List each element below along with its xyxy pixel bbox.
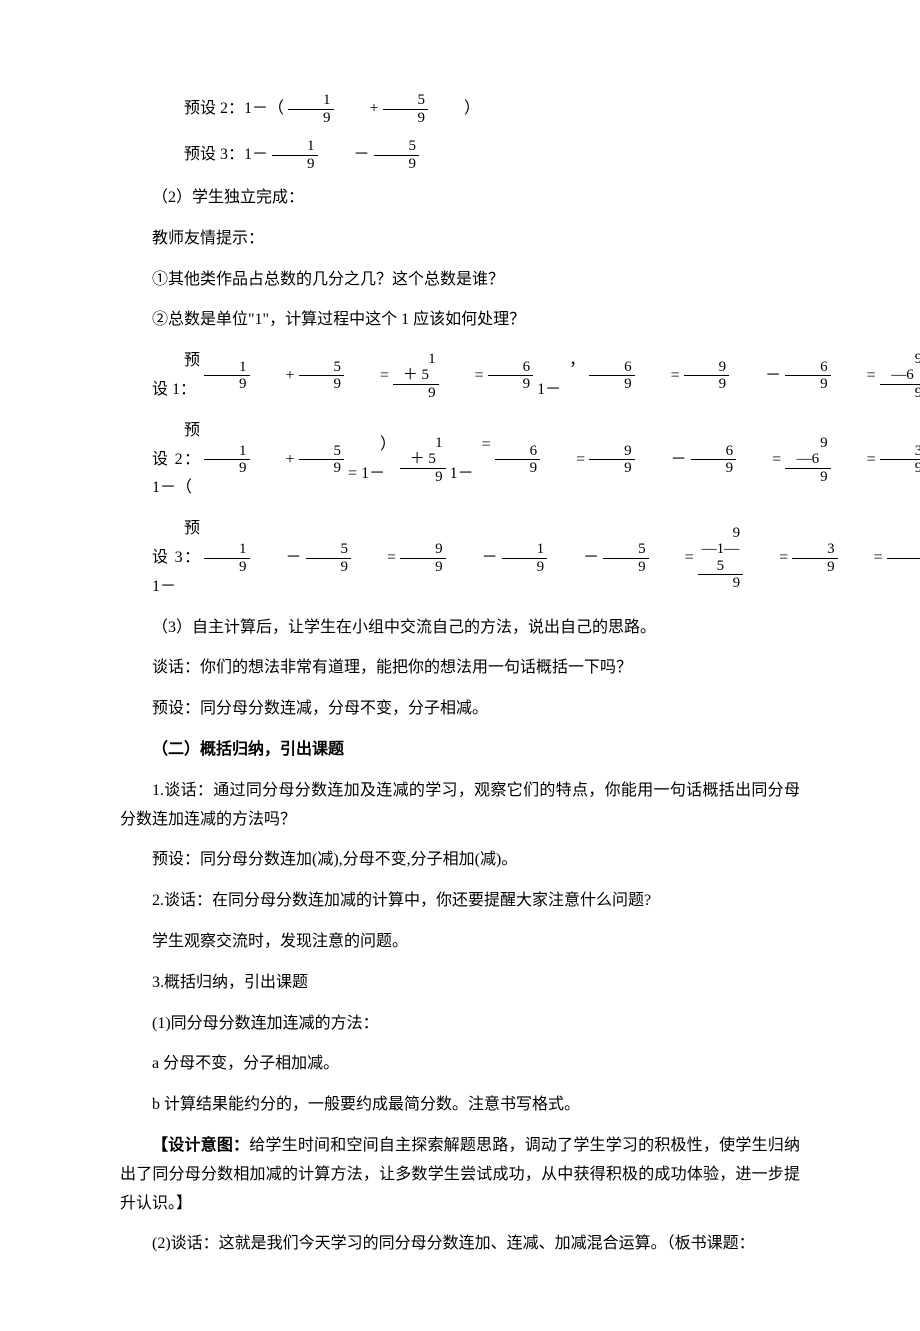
fraction: 19 [204,541,250,575]
fraction: 99 [589,443,635,477]
fraction: 69 [495,443,541,477]
paragraph: 预设：同分母分数连减，分母不变，分子相减。 [120,695,800,724]
fraction: 69 [785,359,831,393]
paragraph: （3）自主计算后，让学生在小组中交流自己的方法，说出自己的思路。 [120,614,800,643]
preset-3-calc: 预设 3：1－ 19 － 59 = 99 － 19 － 59 = 9—1—59 … [120,515,800,601]
paragraph: （2）学生独立完成： [120,184,800,213]
fraction: 59 [603,541,649,575]
paragraph: ①其他类作品占总数的几分之几？这个总数是谁？ [120,266,800,295]
design-intent: 【设计意图：给学生时间和空间自主探索解题思路，调动了学生学习的积极性，使学生归纳… [120,1132,800,1218]
preset-2-calc: 预设 2：1－（ 19 + 59 ）= 1－ 1 ＋ 59 = 1－ 69 = … [120,417,800,503]
fraction: 9—69 [785,435,831,486]
paragraph: (1)同分母分数连加连减的方法： [120,1010,800,1039]
design-intent-label: 【设计意图： [152,1137,249,1154]
paragraph: ②总数是单位"1"，计算过程中这个 1 应该如何处理？ [120,306,800,335]
fraction: 19 [502,541,548,575]
fraction: 39 [880,443,920,477]
paragraph: 谈话：你们的想法非常有道理，能把你的想法用一句话概括一下吗？ [120,654,800,683]
preset-2-expr: 预设 2：1－（ 19 + 59 ） [120,92,800,126]
paragraph: 预设：同分母分数连加(减),分母不变,分子相加(减)。 [120,846,800,875]
preset-3-expr: 预设 3：1－ 19 － 59 [120,138,800,172]
fraction: 19 [272,138,318,172]
fraction: 13 [887,541,920,575]
fraction: 69 [488,359,534,393]
fraction: 69 [589,359,635,393]
fraction: 39 [792,541,838,575]
fraction: 59 [374,138,420,172]
paragraph: b 计算结果能约分的，一般要约成最简分数。注意书写格式。 [120,1091,800,1120]
fraction: 19 [204,359,250,393]
fraction: 59 [383,92,429,126]
fraction: 59 [299,359,345,393]
paragraph: 3.概括归纳，引出课题 [120,969,800,998]
section-heading: （二）概括归纳，引出课题 [120,736,800,765]
fraction: 19 [288,92,334,126]
fraction: 9—1—59 [698,525,744,592]
fraction: 1 ＋ 59 [400,435,446,486]
fraction: 19 [204,443,250,477]
text: 预设 2：1－（ [152,95,284,124]
paragraph: (2)谈话：这就是我们今天学习的同分母分数连加、连减、加减混合运算。（板书课题： [120,1230,800,1259]
paragraph: 教师友情提示： [120,225,800,254]
paragraph: 2.谈话：在同分母分数连加减的计算中，你还要提醒大家注意什么问题? [120,887,800,916]
document-page: 预设 2：1－（ 19 + 59 ） 预设 3：1－ 19 － 59 （2）学生… [0,0,920,1331]
fraction: 59 [306,541,352,575]
fraction: 59 [299,443,345,477]
paragraph: a 分母不变，分子相加减。 [120,1050,800,1079]
fraction: 99 [684,359,730,393]
fraction: 1 ＋ 59 [393,351,439,402]
text: 预设 3：1－ [152,141,268,170]
fraction: 9—69 [880,351,920,402]
preset-1-calc: 预设 1： 19 + 59 = 1 ＋ 59 = 69 ， 1－ 69 = 99… [120,347,800,405]
fraction: 69 [691,443,737,477]
fraction: 99 [400,541,446,575]
paragraph: 学生观察交流时，发现注意的问题。 [120,928,800,957]
paragraph: 1.谈话：通过同分母分数连加及连减的学习，观察它们的特点，你能用一句话概括出同分… [120,777,800,835]
